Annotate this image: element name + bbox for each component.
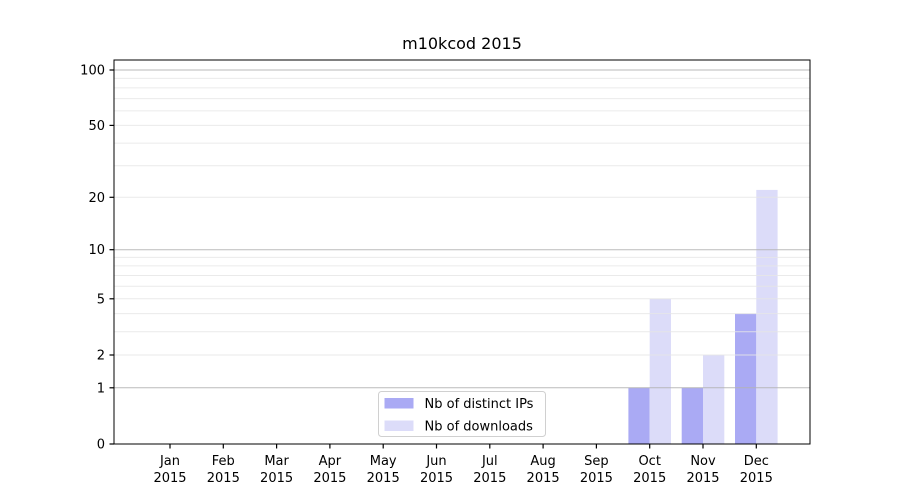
chart-layers: 0 1 2 5 10 20 50 100 Jan 2015 Feb 2015 Mar 2015 Apr 201… <box>80 59 811 486</box>
bar-nb-of-distinct-ips-dec-2015 <box>735 313 757 444</box>
bar-nb-of-downloads-oct-2015 <box>649 298 671 444</box>
x-tick-label-year: 2015 <box>580 471 613 486</box>
x-tick-label-month: Mar <box>264 454 289 469</box>
legend-label-nb-of-downloads: Nb of downloads <box>425 420 534 435</box>
x-tick-label-year: 2015 <box>473 471 506 486</box>
y-tick-label: 50 <box>88 119 105 134</box>
x-axis: Jan 2015 Feb 2015 Mar 2015 Apr 2015 May 2015 Jun 20… <box>153 444 773 486</box>
bar-nb-of-downloads-dec-2015 <box>756 189 778 444</box>
legend-label-nb-of-distinct-ips: Nb of distinct IPs <box>425 397 534 412</box>
legend-swatch-nb-of-distinct-ips <box>384 398 414 409</box>
x-tick-label-month: Sep <box>584 454 609 469</box>
x-tick-label-year: 2015 <box>420 471 453 486</box>
x-tick-label-month: Jun <box>425 454 446 469</box>
x-tick-label-month: May <box>370 454 397 469</box>
y-tick-label: 20 <box>88 191 105 206</box>
chart-title: m10kcod 2015 <box>402 34 522 53</box>
x-tick-label-year: 2015 <box>260 471 293 486</box>
y-tick-label: 100 <box>80 64 105 79</box>
x-tick-label-year: 2015 <box>633 471 666 486</box>
y-axis: 0 1 2 5 10 20 50 100 <box>80 64 114 453</box>
bar-nb-of-distinct-ips-nov-2015 <box>681 387 703 444</box>
y-tick-label: 10 <box>88 243 105 258</box>
x-tick-label-month: Jul <box>481 454 498 469</box>
x-tick-label-year: 2015 <box>207 471 240 486</box>
x-tick-label-year: 2015 <box>740 471 773 486</box>
y-tick-label: 5 <box>97 292 105 307</box>
bar-nb-of-distinct-ips-oct-2015 <box>628 387 650 444</box>
x-tick-label-year: 2015 <box>686 471 719 486</box>
legend: Nb of distinct IPs Nb of downloads <box>378 391 546 437</box>
legend-swatch-nb-of-downloads <box>384 420 414 431</box>
x-tick-label-month: Aug <box>530 454 555 469</box>
y-tick-label: 2 <box>97 349 105 364</box>
bars-layer <box>628 189 778 444</box>
x-tick-label-month: Apr <box>319 454 342 469</box>
bar-nb-of-downloads-nov-2015 <box>703 355 725 444</box>
grid-layer <box>114 69 810 389</box>
x-tick-label-year: 2015 <box>313 471 346 486</box>
x-tick-label-year: 2015 <box>153 471 186 486</box>
x-tick-label-month: Jan <box>159 454 180 469</box>
plot-border <box>113 59 811 445</box>
x-tick-label-month: Dec <box>744 454 769 469</box>
x-tick-label-month: Oct <box>638 454 660 469</box>
x-tick-label-year: 2015 <box>367 471 400 486</box>
y-tick-label: 0 <box>97 438 105 453</box>
x-tick-label-month: Nov <box>690 454 716 469</box>
legend-box <box>378 391 546 437</box>
y-tick-label: 1 <box>97 381 105 396</box>
x-tick-label-year: 2015 <box>527 471 560 486</box>
x-tick-label-month: Feb <box>212 454 235 469</box>
